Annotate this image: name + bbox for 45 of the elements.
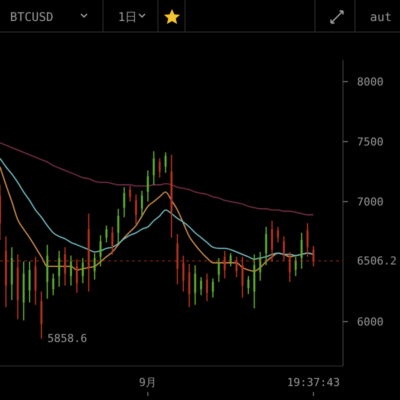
candlestick [70, 255, 72, 286]
y-tick-label: 7000 [357, 195, 384, 208]
candlestick [200, 276, 202, 296]
candlestick [58, 250, 60, 288]
candlestick [105, 225, 108, 243]
candlestick [117, 208, 120, 244]
candlestick [82, 257, 84, 284]
annotation: 5858.6 [47, 332, 88, 345]
candlestick [94, 252, 96, 280]
candlestick [194, 264, 196, 306]
candlestick [129, 185, 132, 202]
text: 1日 [118, 10, 138, 24]
candlestick [212, 278, 214, 298]
candlestick [152, 150, 155, 186]
y-tick-label: 7500 [357, 135, 384, 148]
candlestick [100, 234, 102, 267]
candlestick [146, 170, 149, 202]
y-tick-label: 8000 [357, 75, 384, 88]
ref-line-label: 6506.2 [357, 254, 397, 268]
candlestick [188, 263, 190, 308]
candlestick [158, 158, 161, 178]
candlestick [259, 251, 262, 282]
y-tick-label: 6000 [357, 315, 384, 328]
candlestick [52, 273, 54, 296]
candlestick [265, 226, 268, 266]
chart-title: BTCUSD [10, 10, 54, 24]
x-tick-label: 19:37:43 [286, 376, 340, 389]
candlestick [276, 226, 279, 243]
candlestick [218, 257, 220, 283]
candlestick [135, 194, 138, 225]
candlestick [300, 232, 303, 270]
candlestick [40, 291, 42, 340]
candlestick [247, 275, 250, 295]
candlestick [306, 222, 309, 258]
candlestick [230, 252, 232, 267]
line-series [0, 142, 314, 216]
text: aut [370, 10, 392, 24]
x-tick-label: 9月 [139, 376, 157, 389]
candlestick [123, 186, 126, 218]
candlestick [170, 154, 172, 238]
candlestick [164, 152, 167, 174]
candlestick [206, 273, 208, 302]
candlestick [111, 226, 114, 255]
candlestick [140, 190, 143, 218]
candlestick [28, 261, 31, 303]
